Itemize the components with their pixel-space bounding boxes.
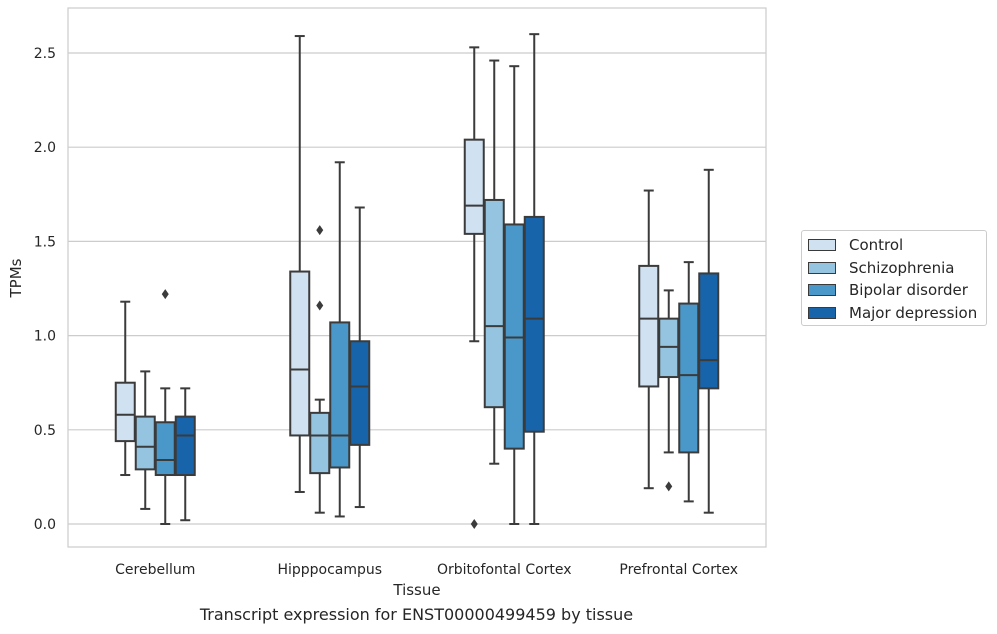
iqr-box [638, 264, 660, 388]
outlier-point [470, 519, 478, 529]
x-tick-label: Prefrontal Cortex [619, 562, 738, 578]
legend: Control Schizophrenia Bipolar disorder Majo… [801, 230, 987, 326]
box-major-depression [523, 33, 545, 525]
box-control [289, 35, 311, 493]
legend-swatch [808, 239, 836, 251]
iqr-box [289, 270, 311, 437]
outlier-point [316, 225, 324, 236]
legend-item: Major depression [808, 304, 977, 322]
iqr-box [463, 138, 485, 235]
legend-item: Bipolar disorder [808, 281, 968, 299]
iqr-box [329, 321, 351, 469]
x-tick-label: Orbitofontal Cortex [437, 562, 572, 578]
outlier-point [316, 300, 324, 311]
iqr-box [698, 272, 720, 390]
box-schizophrenia [658, 289, 680, 492]
iqr-box [114, 381, 136, 443]
legend-swatch [808, 306, 836, 319]
x-tick-label: Cerebellum [115, 562, 195, 578]
y-tick-label: 0.0 [34, 517, 56, 533]
legend-swatch [808, 284, 836, 296]
x-tick-label: Hipppocampus [277, 562, 382, 578]
y-tick-label: 2.0 [34, 140, 56, 156]
y-tick-label: 1.0 [34, 329, 56, 345]
legend-item: Control [808, 236, 903, 254]
y-axis-label: TPMs [7, 258, 25, 298]
figure-caption: Transcript expression for ENST0000049945… [199, 605, 634, 624]
iqr-box [309, 411, 331, 475]
box-control [463, 46, 485, 529]
legend-label: Bipolar disorder [849, 281, 968, 299]
y-tick-label: 2.5 [34, 46, 56, 62]
y-tick-label: 1.5 [34, 234, 56, 250]
outlier-point [161, 289, 169, 300]
iqr-box [678, 302, 700, 454]
box-major-depression [174, 387, 196, 522]
legend-label: Major depression [849, 303, 978, 322]
box-control [114, 300, 136, 477]
iqr-box [154, 421, 176, 477]
box-bipolar-disorder [678, 261, 700, 503]
box-major-depression [698, 168, 720, 514]
iqr-box [523, 215, 545, 433]
box-bipolar-disorder [329, 161, 351, 518]
legend-item: Schizophrenia [808, 259, 954, 277]
iqr-box [483, 198, 505, 409]
outlier-point [665, 481, 673, 492]
x-axis-label: Tissue [392, 581, 440, 599]
iqr-box [174, 415, 196, 477]
box-major-depression [349, 206, 371, 509]
iqr-box [349, 340, 371, 446]
legend-swatch [808, 261, 836, 274]
y-tick-label: 0.5 [34, 423, 56, 439]
iqr-box [134, 415, 156, 471]
legend-label: Control [849, 236, 904, 254]
legend-label: Schizophrenia [849, 258, 955, 277]
